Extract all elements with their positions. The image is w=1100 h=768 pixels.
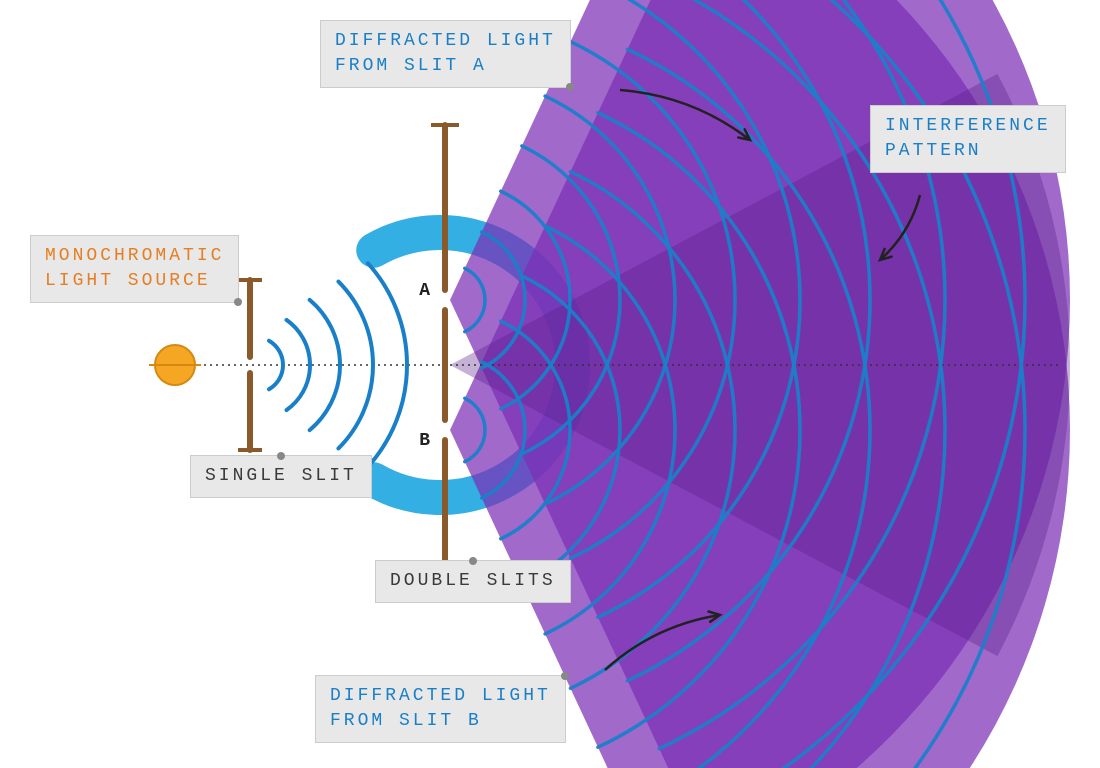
label-diff-a-line2: FROM SLIT A — [335, 56, 487, 76]
label-double-slits-text: DOUBLE SLITS — [390, 571, 556, 591]
label-source: MONOCHROMATIC LIGHT SOURCE — [30, 235, 239, 303]
label-diff-b: DIFFRACTED LIGHT FROM SLIT B — [315, 675, 566, 743]
label-diff-a: DIFFRACTED LIGHT FROM SLIT A — [320, 20, 571, 88]
label-interference-line2: PATTERN — [885, 141, 982, 161]
label-diff-a-line1: DIFFRACTED LIGHT — [335, 31, 556, 51]
label-source-line1: MONOCHROMATIC — [45, 246, 224, 266]
label-single-slit: SINGLE SLIT — [190, 455, 372, 498]
label-interference: INTERFERENCE PATTERN — [870, 105, 1066, 173]
svg-text:A: A — [419, 281, 430, 301]
label-source-line2: LIGHT SOURCE — [45, 271, 211, 291]
svg-text:B: B — [419, 431, 430, 451]
label-diff-b-line2: FROM SLIT B — [330, 711, 482, 731]
label-diff-b-line1: DIFFRACTED LIGHT — [330, 686, 551, 706]
label-single-slit-text: SINGLE SLIT — [205, 466, 357, 486]
label-double-slits: DOUBLE SLITS — [375, 560, 571, 603]
label-interference-line1: INTERFERENCE — [885, 116, 1051, 136]
